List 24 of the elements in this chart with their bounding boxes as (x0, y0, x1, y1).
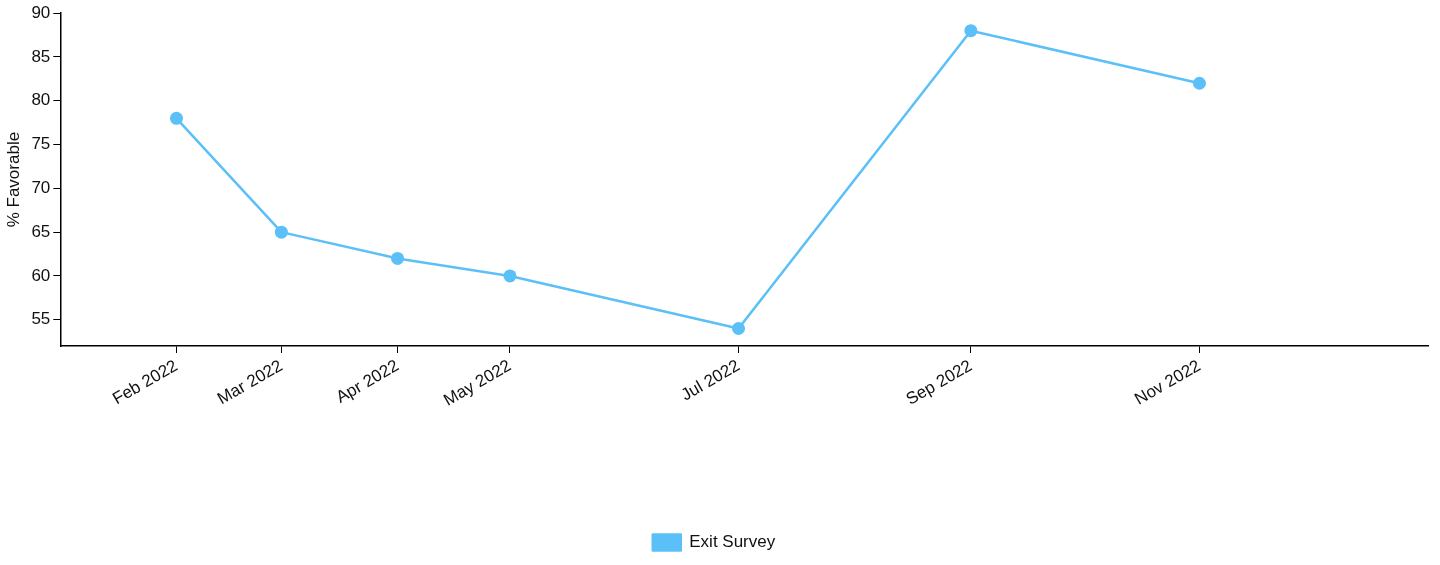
y-axis-title: % Favorable (3, 131, 23, 228)
x-tick-label: Jul 2022 (677, 355, 743, 405)
x-tick-label: Feb 2022 (109, 355, 181, 409)
y-tick-label: 80 (31, 90, 51, 110)
point (1192, 76, 1206, 90)
y-tick-label: 90 (31, 2, 51, 22)
x-tick-label: Sep 2022 (902, 355, 976, 409)
x-tick-label: Nov 2022 (1131, 355, 1204, 409)
point (964, 24, 978, 38)
legend-label: Exit Survey (689, 532, 776, 552)
y-tick-label: 85 (31, 46, 51, 66)
y-tick-label: 75 (31, 134, 51, 154)
y-tick-label: 70 (31, 178, 51, 198)
point (169, 111, 183, 125)
x-tick-label: Apr 2022 (332, 355, 402, 407)
y-tick-label: 65 (31, 221, 51, 241)
x-tick-label: May 2022 (440, 355, 515, 410)
point (732, 321, 746, 335)
y-tick-label: 60 (31, 265, 51, 285)
point (503, 269, 517, 283)
x-tick-label: Mar 2022 (214, 355, 286, 409)
y-tick-label: 55 (31, 309, 51, 329)
point (391, 251, 405, 265)
point (274, 225, 288, 239)
